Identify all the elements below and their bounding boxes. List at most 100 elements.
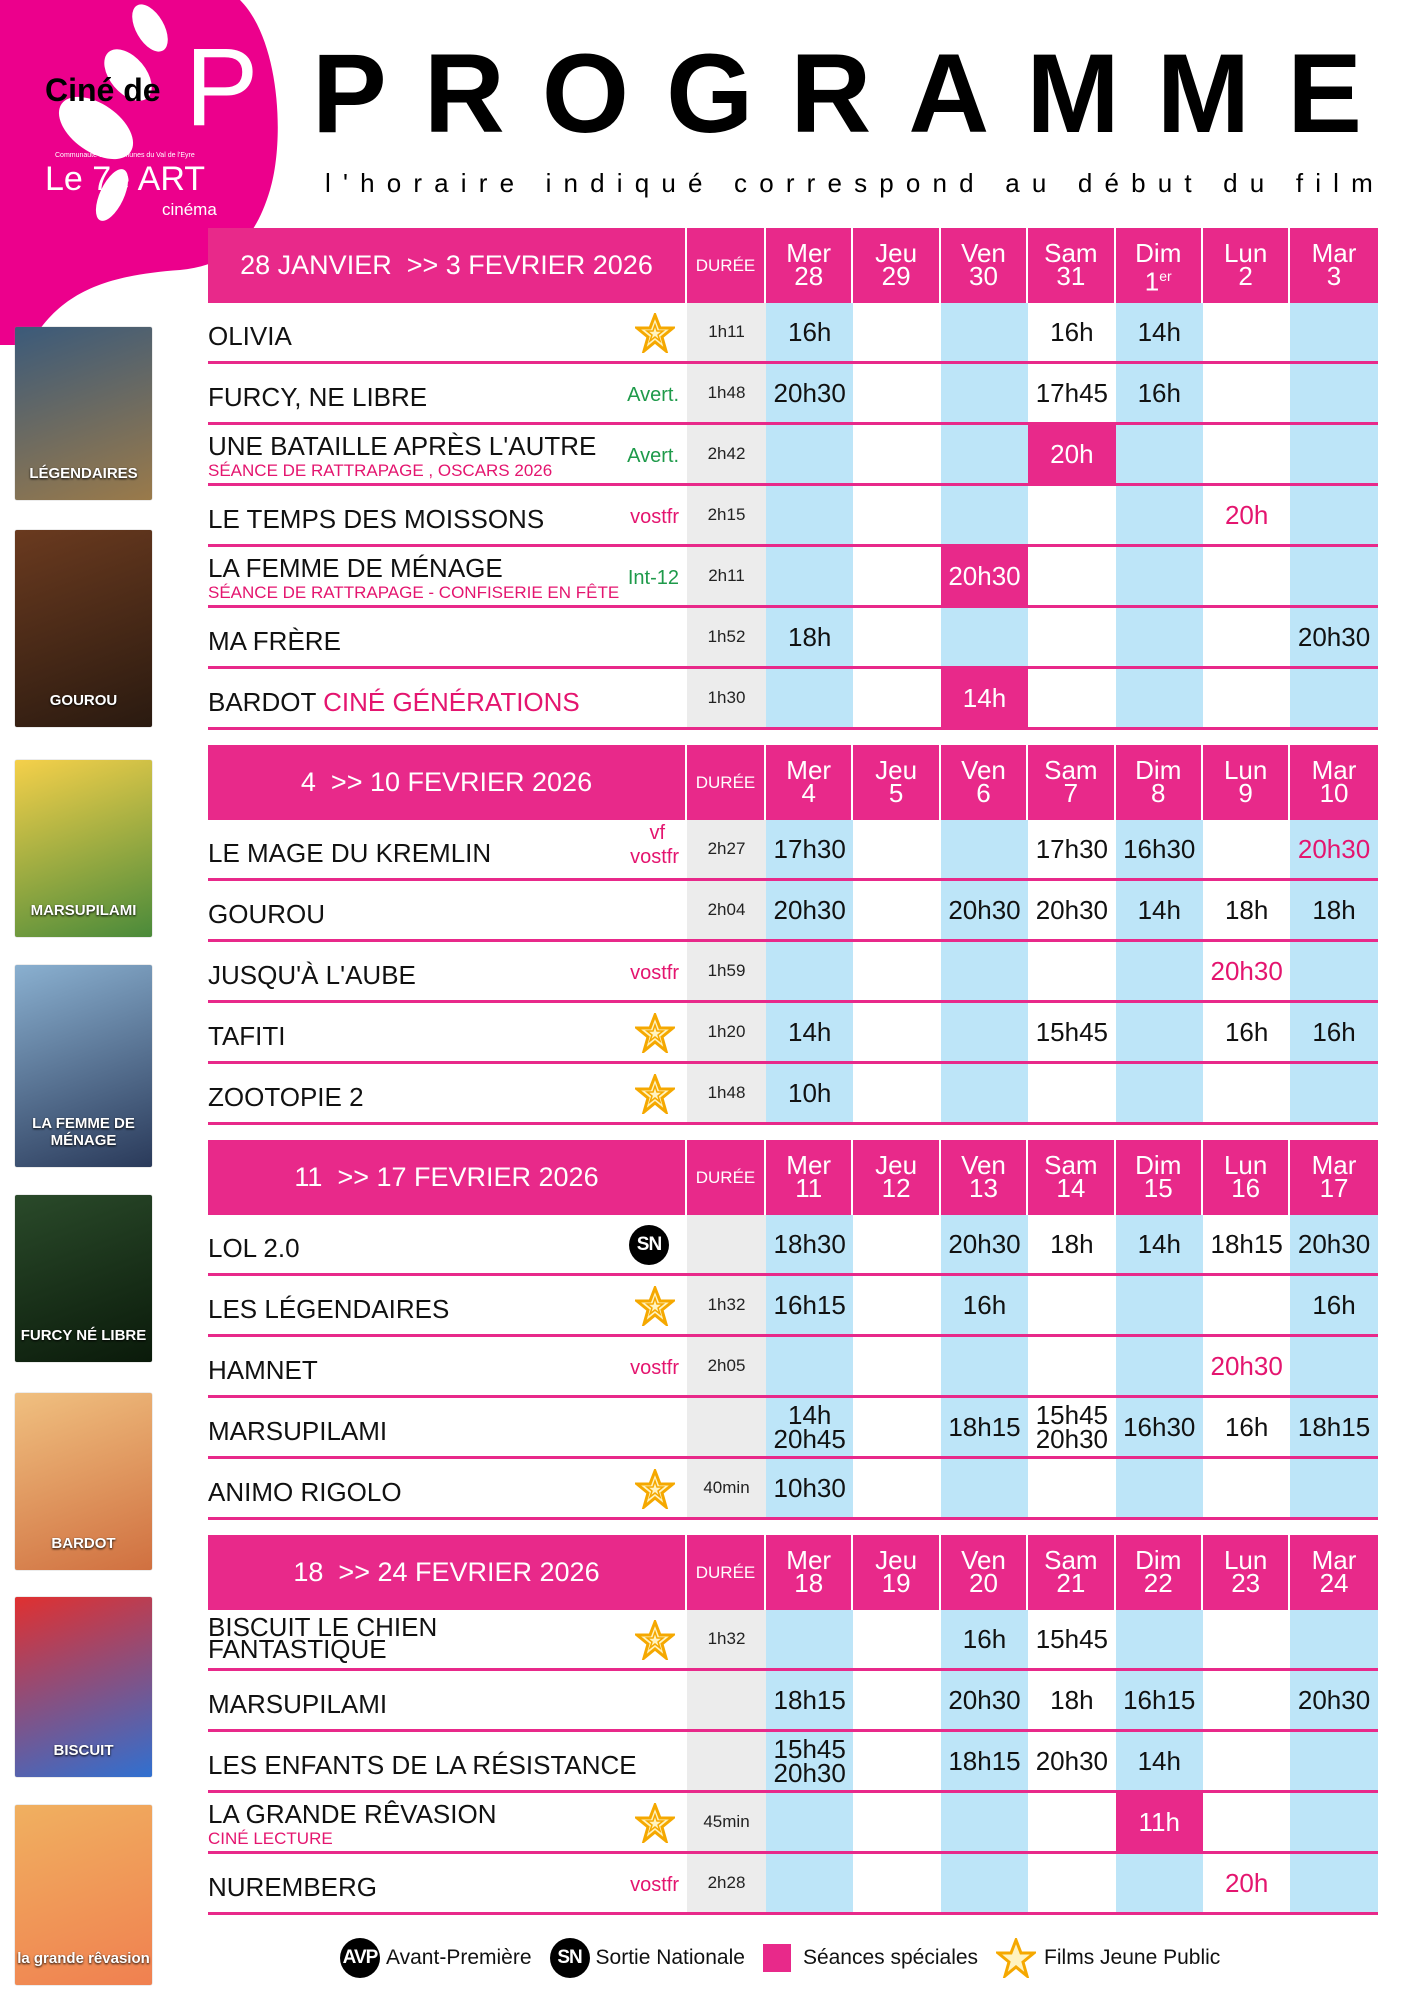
showtime: 16h (788, 317, 832, 347)
day-header: Lun 2 (1203, 228, 1291, 303)
day-name: Lun (1223, 755, 1268, 785)
film-row: LES LÉGENDAIRES 1h32 16h15 16h 16h (208, 1276, 1378, 1337)
film-duration: 1h52 (687, 608, 766, 666)
showtime: 14h (1137, 1229, 1181, 1259)
legend-avp: Avant-Première (386, 1946, 532, 1969)
day-number: 8 (1116, 780, 1201, 806)
showtime: 14h (788, 1400, 832, 1430)
showtime-cell (1115, 486, 1203, 544)
showtime-cell (1203, 669, 1290, 727)
day-name: Mer (786, 238, 832, 268)
week-table: 4 >> 10 FEVRIER 2026 DURÉE Mer 4 Jeu 5 Ven 6 Sam… (208, 745, 1378, 1125)
film-title: LES LÉGENDAIRES (208, 1294, 449, 1325)
showtime-cell (766, 1793, 854, 1851)
showtime-cell (766, 1854, 854, 1912)
day-num: 29 (881, 261, 911, 291)
film-title: LE TEMPS DES MOISSONS (208, 504, 544, 535)
film-title: UNE BATAILLE APRÈS L'AUTRE (208, 431, 596, 462)
day-name: Sam (1044, 1545, 1098, 1575)
film-title-cell: BISCUIT LE CHIEN FANTASTIQUE (208, 1610, 687, 1668)
film-duration (687, 1215, 766, 1273)
showtime-cell: 20h30 (940, 547, 1029, 605)
day-name: Dim (1135, 238, 1182, 268)
showtime: 20h30 (1210, 956, 1283, 986)
film-title-cell: MARSUPILAMI (208, 1671, 687, 1729)
showtime: 18h15 (773, 1685, 846, 1715)
showtime-cell: 20h30 (940, 1215, 1029, 1273)
film-row: BISCUIT LE CHIEN FANTASTIQUE 1h32 16h 15h45 (208, 1610, 1378, 1671)
film-name: HAMNET (208, 1355, 318, 1385)
movie-poster: LÉGENDAIRES (15, 327, 152, 500)
logo-cine-de: Ciné de (45, 72, 161, 108)
showtime: 15h45 (1035, 1017, 1109, 1047)
film-title: MA FRÈRE (208, 626, 341, 657)
day-num: 16 (1231, 1173, 1261, 1203)
showtime-cell: 15h45 (1028, 1610, 1115, 1668)
day-number: 21 (1028, 1570, 1113, 1596)
showtime-cell (1290, 669, 1378, 727)
day-header: Lun 23 (1203, 1535, 1291, 1610)
showtime-cell: 14h 20h45 (766, 1398, 854, 1456)
legend-jeune: Films Jeune Public (1044, 1946, 1221, 1969)
showtime-cell (1028, 608, 1115, 666)
day-num: 12 (881, 1173, 911, 1203)
showtime: 17h45 (1035, 378, 1109, 408)
day-number: 5 (853, 780, 938, 806)
film-duration: 1h11 (687, 303, 766, 361)
showtime-cell: 16h15 (1115, 1671, 1203, 1729)
special-square-icon (762, 1944, 791, 1972)
day-name: Jeu (875, 1150, 918, 1180)
day-header: Dim 15 (1116, 1140, 1203, 1215)
sn-badge-icon: SN (629, 1225, 669, 1265)
film-title: TAFITI (208, 1021, 286, 1052)
showtime-cell (1028, 1793, 1115, 1851)
film-title: NUREMBERG (208, 1872, 377, 1903)
film-row: LES ENFANTS DE LA RÉSISTANCE 15h45 20h30 18… (208, 1732, 1378, 1793)
poster-title: LA FEMME DE MÉNAGE (32, 1115, 135, 1149)
showtime-cell (853, 1732, 940, 1790)
version-tag: Avert. (627, 384, 679, 406)
duration-header: DURÉE (687, 1535, 766, 1610)
day-name: Lun (1223, 238, 1268, 268)
week-header: 4 >> 10 FEVRIER 2026 DURÉE Mer 4 Jeu 5 Ven 6 Sam… (208, 745, 1378, 820)
day-header: Ven 20 (941, 1535, 1029, 1610)
film-duration (687, 1732, 766, 1790)
day-sup: er (1159, 268, 1172, 284)
showtime-cell (766, 1610, 854, 1668)
film-name: ANIMO RIGOLO (208, 1477, 402, 1507)
showtime: 18h (1312, 895, 1356, 925)
film-name: LES ENFANTS DE LA RÉSISTANCE (208, 1750, 637, 1780)
showtime: 11h (1138, 1807, 1180, 1837)
day-header: Ven 30 (941, 228, 1029, 303)
showtime-cell: 18h (1028, 1215, 1115, 1273)
showtime-cell (940, 1854, 1029, 1912)
showtime-cell: 18h15 (940, 1732, 1029, 1790)
showtime-cell: 18h (1290, 881, 1378, 939)
film-title-cell: LOL 2.0 SN (208, 1215, 687, 1273)
film-row: ZOOTOPIE 2 1h48 10h (208, 1064, 1378, 1125)
day-number: 13 (941, 1175, 1026, 1201)
day-num: 21 (1056, 1568, 1086, 1598)
day-number: 30 (941, 263, 1026, 289)
showtime-cell: 18h15 (1290, 1398, 1378, 1456)
film-row: LOL 2.0 SN 18h30 20h30 18h 14h 18h15 20h30 (208, 1215, 1378, 1276)
day-number: 20 (941, 1570, 1026, 1596)
duration-header: DURÉE (687, 1140, 766, 1215)
movie-poster: BARDOT (15, 1393, 152, 1570)
poster-title: GOUROU (49, 692, 118, 709)
film-title-cell: NUREMBERG vostfr (208, 1854, 687, 1912)
day-name: Mer (786, 1150, 832, 1180)
showtime: 20h30 (1035, 1746, 1109, 1776)
film-name: JUSQU'À L'AUBE (208, 960, 416, 990)
day-name: Lun (1223, 1150, 1268, 1180)
film-row: OLIVIA 1h11 16h 16h 14h (208, 303, 1378, 364)
version-tag: vostfr (630, 846, 679, 868)
film-duration: 2h42 (687, 425, 766, 483)
film-name-line2: FANTASTIQUE (208, 1634, 387, 1664)
showtime: 20h30 (1035, 1424, 1109, 1454)
showtime-cell (1028, 669, 1115, 727)
showtime: 14h (1137, 1746, 1181, 1776)
day-header: Sam 14 (1028, 1140, 1116, 1215)
film-duration (687, 1671, 766, 1729)
film-duration: 1h48 (687, 1064, 766, 1122)
